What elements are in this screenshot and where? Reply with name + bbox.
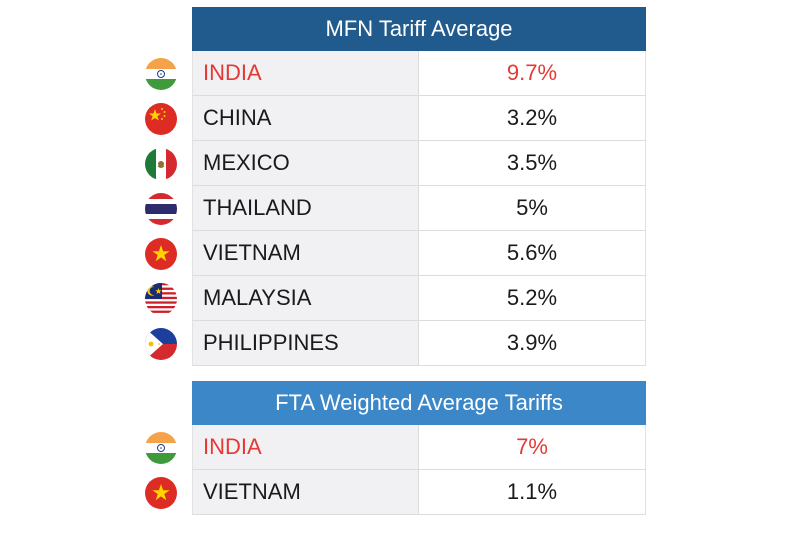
china-flag-icon bbox=[145, 102, 177, 135]
tariff-value: 7% bbox=[516, 434, 548, 459]
tariff-value: 3.5% bbox=[506, 150, 558, 175]
tariff-value: 5.2% bbox=[506, 285, 558, 310]
thailand-flag-icon bbox=[145, 192, 177, 225]
table-body: INDIA 9.7% CHINA 3.2% MEXICO 3.5% THAILAND 5% VI… bbox=[192, 51, 646, 366]
country-name: MALAYSIA bbox=[193, 276, 419, 320]
country-name: VIETNAM bbox=[193, 231, 419, 275]
table-row: THAILAND 5% bbox=[192, 186, 646, 231]
tariff-value: 3.2% bbox=[506, 105, 558, 130]
fta-tariff-table: FTA Weighted Average Tariffs INDIA 7% VIET… bbox=[192, 381, 646, 515]
country-name: CHINA bbox=[193, 96, 419, 140]
country-name: INDIA bbox=[193, 425, 419, 469]
country-name: VIETNAM bbox=[193, 470, 419, 514]
mexico-flag-icon bbox=[145, 147, 177, 180]
vietnam-flag-icon bbox=[145, 476, 177, 509]
table-row: VIETNAM 1.1% bbox=[192, 470, 646, 515]
tariff-value: 9.7% bbox=[506, 60, 558, 85]
india-flag-icon bbox=[145, 431, 177, 464]
table-row: PHILIPPINES 3.9% bbox=[192, 321, 646, 366]
table-body: INDIA 7% VIETNAM 1.1% bbox=[192, 425, 646, 515]
tariff-value: 1.1% bbox=[506, 479, 558, 504]
tariff-value: 5% bbox=[516, 195, 548, 220]
philippines-flag-icon bbox=[145, 327, 177, 360]
table-row: INDIA 7% bbox=[192, 425, 646, 470]
malaysia-flag-icon bbox=[145, 282, 177, 315]
india-flag-icon bbox=[145, 57, 177, 90]
country-name: MEXICO bbox=[193, 141, 419, 185]
mfn-tariff-table: MFN Tariff Average INDIA 9.7% CHINA 3.2% MEX… bbox=[192, 7, 646, 366]
table-title: FTA Weighted Average Tariffs bbox=[192, 381, 646, 425]
country-name: INDIA bbox=[193, 51, 419, 95]
country-name: THAILAND bbox=[193, 186, 419, 230]
table-row: VIETNAM 5.6% bbox=[192, 231, 646, 276]
tariff-value: 3.9% bbox=[506, 330, 558, 355]
table-title: MFN Tariff Average bbox=[192, 7, 646, 51]
table-row: CHINA 3.2% bbox=[192, 96, 646, 141]
tariff-value: 5.6% bbox=[506, 240, 558, 265]
vietnam-flag-icon bbox=[145, 237, 177, 270]
table-row: MEXICO 3.5% bbox=[192, 141, 646, 186]
table-row: INDIA 9.7% bbox=[192, 51, 646, 96]
table-row: MALAYSIA 5.2% bbox=[192, 276, 646, 321]
country-name: PHILIPPINES bbox=[193, 321, 419, 365]
